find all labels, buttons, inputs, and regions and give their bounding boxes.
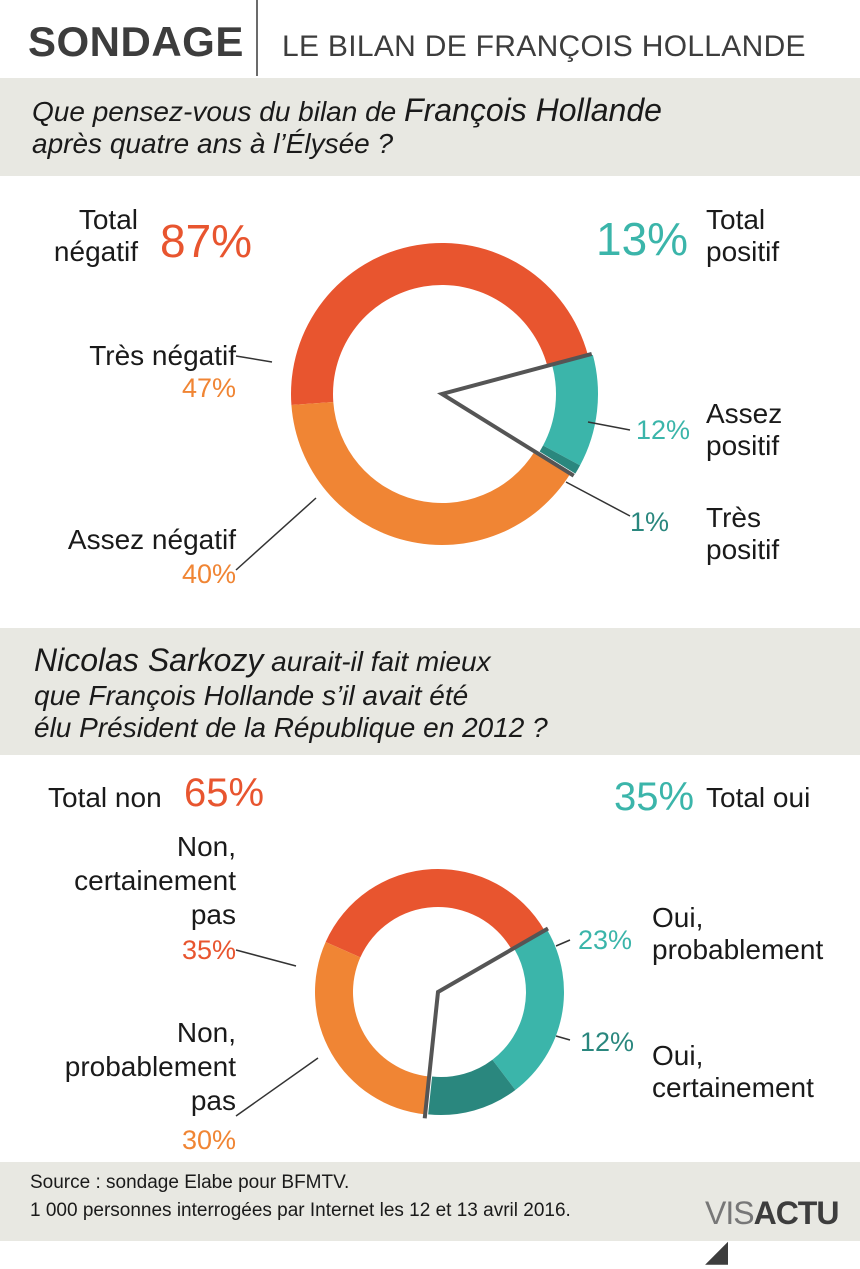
total-non-pct: 65% <box>184 771 265 815</box>
slice-assez-positif <box>543 354 598 466</box>
non-probablement-pct: 30% <box>181 1125 236 1155</box>
source-line-1: Source : sondage Elabe pour BFMTV. <box>30 1172 350 1193</box>
question-1-name: François Hollande <box>404 92 662 128</box>
header-separator <box>256 0 258 76</box>
source-line-2: 1 000 personnes interrogées par Internet… <box>30 1200 571 1221</box>
oui-probablement-label: Oui, probablement <box>652 902 824 965</box>
tres-positif-pct: 1% <box>630 507 670 537</box>
slice-non-probablement <box>314 941 430 1115</box>
question-1-line-1: Que pensez-vous du bilan de François Hol… <box>32 92 662 128</box>
question-2-line-2: que François Hollande s’il avait été <box>34 680 469 711</box>
assez-positif-label: Assez positif <box>706 398 783 461</box>
tres-positif-label: Très positif <box>706 502 780 565</box>
total-negatif-label: Total négatif <box>53 204 138 267</box>
leader-line <box>555 939 571 947</box>
tres-negatif-label: Très négatif <box>89 340 236 371</box>
total-oui-pct: 35% <box>614 775 695 819</box>
non-certainement-pct: 35% <box>181 935 236 965</box>
assez-positif-pct: 12% <box>636 415 691 445</box>
tres-negatif-pct: 47% <box>181 373 236 403</box>
header-subtitle: LE BILAN DE FRANÇOIS HOLLANDE <box>282 30 806 63</box>
question-1-line-2: après quatre ans à l’Élysée ? <box>32 128 394 159</box>
slice-tres-negatif <box>291 243 588 406</box>
leader-line <box>235 497 317 571</box>
oui-certainement-pct: 12% <box>580 1027 635 1057</box>
visactu-logo: VISACTU ◢ <box>705 1195 839 1268</box>
leader-line <box>235 355 273 363</box>
question-2-name: Nicolas Sarkozy <box>34 642 264 678</box>
total-negatif-pct: 87% <box>160 215 253 267</box>
slice-tres-positif <box>539 445 581 474</box>
total-positif-pct: 13% <box>596 213 689 265</box>
assez-negatif-label: Assez négatif <box>67 524 236 555</box>
non-probablement-label: Non, probablement pas <box>64 1017 236 1116</box>
question-1-box <box>0 78 860 176</box>
question-2-box <box>0 628 860 755</box>
slice-non-certainement <box>325 869 545 958</box>
total-oui-label: Total oui <box>706 782 811 813</box>
slice-oui-certainement <box>428 1059 516 1115</box>
header-title: SONDAGE <box>28 18 244 65</box>
total-positif-label: Total positif <box>706 204 780 267</box>
question-2-line-1: Nicolas Sarkozy aurait-il fait mieux <box>34 642 491 678</box>
positive-wedge-outline <box>422 926 549 1119</box>
leader-line <box>587 421 631 431</box>
non-certainement-label: Non, certainement pas <box>74 831 236 930</box>
source-box <box>0 1162 860 1241</box>
leader-line <box>565 481 631 517</box>
header-bar <box>0 0 860 76</box>
oui-probablement-pct: 23% <box>578 925 633 955</box>
leader-line <box>235 949 297 967</box>
donut-charts <box>235 243 631 1119</box>
assez-negatif-pct: 40% <box>181 559 236 589</box>
question-2-line-3: élu Président de la République en 2012 ? <box>34 712 548 743</box>
leader-line <box>235 1057 319 1117</box>
slice-oui-probablement <box>492 930 564 1090</box>
total-non-label: Total non <box>48 782 162 813</box>
leader-line <box>555 1035 571 1041</box>
oui-certainement-label: Oui, certainement <box>652 1040 814 1103</box>
slice-assez-negatif <box>291 401 571 545</box>
positive-wedge-outline <box>437 351 593 478</box>
